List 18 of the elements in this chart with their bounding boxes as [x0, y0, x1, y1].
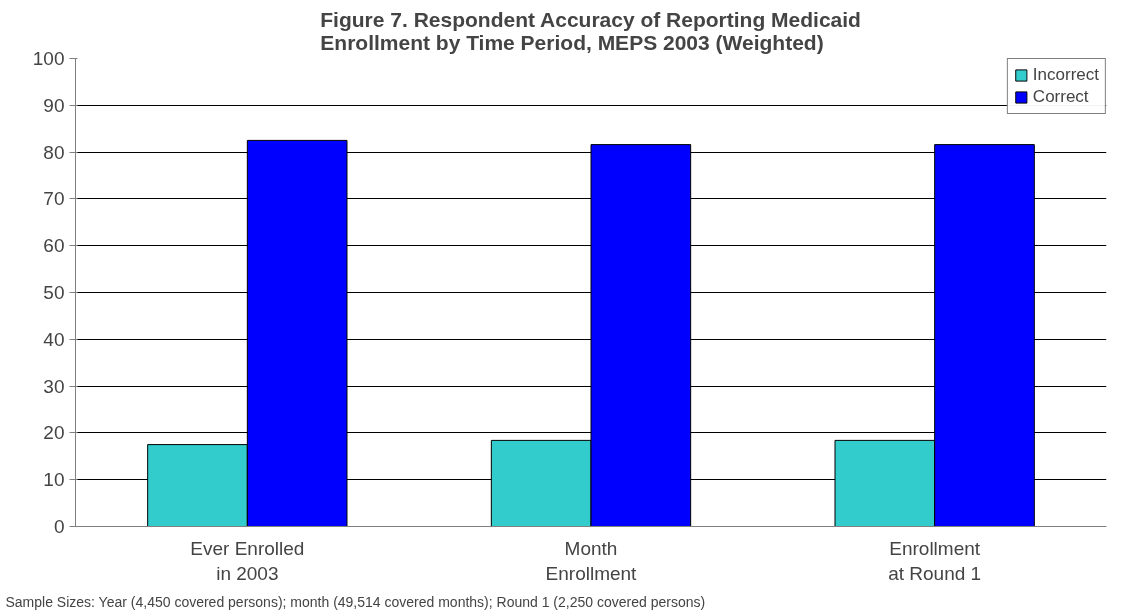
y-tick-label: 90 [43, 94, 65, 116]
text: Sample Sizes: Year (4,450 covered persons); month (49,514 covered months); Round 1 (2,250 covered persons) [5, 593, 706, 610]
chart-title: Figure 7. Respondent Accuracy of Reporting Medicaid Enrollment by Time Period, MEPS 2003 (Weighted) [320, 7, 861, 54]
y-tick-label: 20 [43, 422, 65, 444]
y-tick-label: 0 [53, 516, 65, 537]
y-tick-label: 70 [43, 188, 65, 210]
legend-label: Incorrect [1032, 65, 1099, 85]
y-tick-label: 100 [32, 48, 65, 69]
y-tick-label: 40 [43, 328, 65, 350]
legend-label: Correct [1032, 87, 1089, 107]
y-tick-label: 50 [43, 282, 65, 303]
y-tick-label: 30 [43, 375, 65, 397]
x-tick-label: Enrollment at Round 1 [888, 537, 982, 584]
x-tick-label: Ever Enrolled in 2003 [190, 537, 305, 584]
y-tick-label: 10 [43, 469, 65, 491]
x-tick-label: Month Enrollment [545, 537, 638, 584]
y-tick-label: 80 [43, 141, 65, 163]
y-tick-label: 60 [43, 235, 65, 257]
